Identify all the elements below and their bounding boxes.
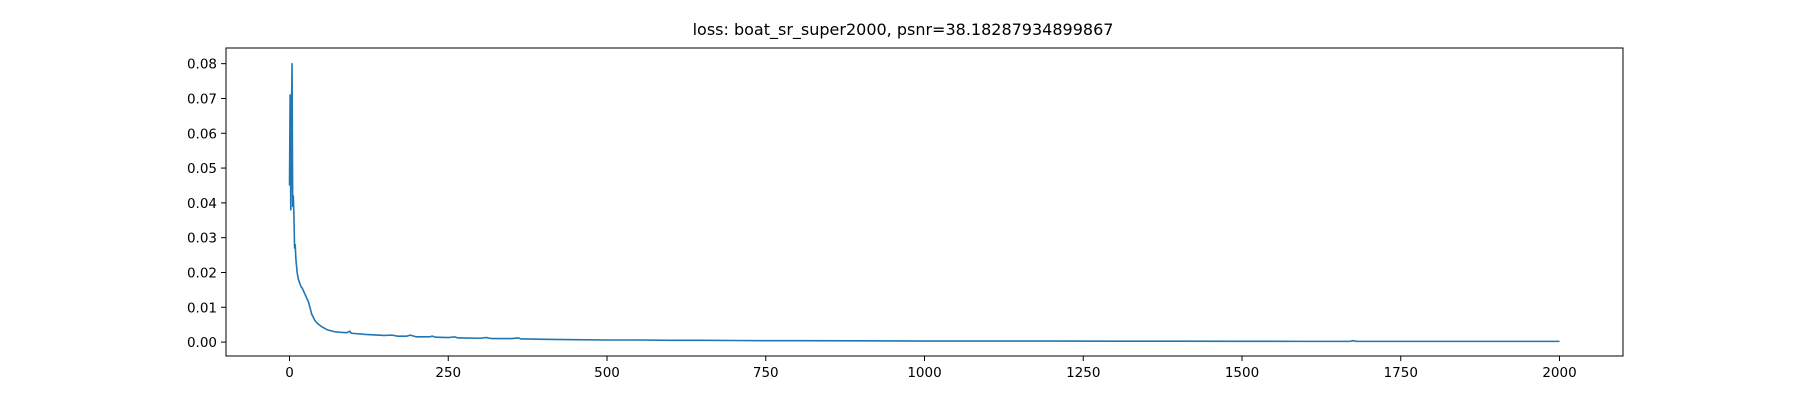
y-tick-label: 0.01: [187, 300, 217, 316]
x-tick-label: 1500: [1225, 365, 1259, 381]
y-axis: 0.00 0.01 0.02 0.03 0.04 0.05 0.06 0.07 0.08: [187, 57, 226, 351]
plot-area: [288, 62, 1560, 343]
x-tick-label: 2000: [1542, 365, 1576, 381]
y-tick-label: 0.07: [187, 91, 217, 107]
x-tick-label: 1750: [1384, 365, 1418, 381]
y-tick-label: 0.04: [187, 196, 217, 212]
x-tick-label: 250: [435, 365, 461, 381]
y-tick-label: 0.02: [187, 265, 217, 281]
x-axis: 0 250 500 750 1000 1250 1500 1750 2000: [285, 356, 1577, 381]
axes-frame: [225, 47, 1624, 357]
y-tick-label: 0.03: [187, 231, 217, 247]
y-tick-label: 0.06: [187, 126, 217, 142]
loss-series-line: [288, 62, 1560, 343]
chart-title: loss: boat_sr_super2000, psnr=38.1828793…: [693, 20, 1114, 40]
y-tick-label: 0.08: [187, 57, 217, 73]
x-tick-label: 1000: [907, 365, 941, 381]
x-tick-label: 750: [753, 365, 779, 381]
x-tick-label: 1250: [1066, 365, 1100, 381]
y-tick-label: 0.05: [187, 161, 217, 177]
y-tick-label: 0.00: [187, 335, 217, 351]
x-tick-label: 500: [594, 365, 620, 381]
x-tick-label: 0: [285, 365, 294, 381]
